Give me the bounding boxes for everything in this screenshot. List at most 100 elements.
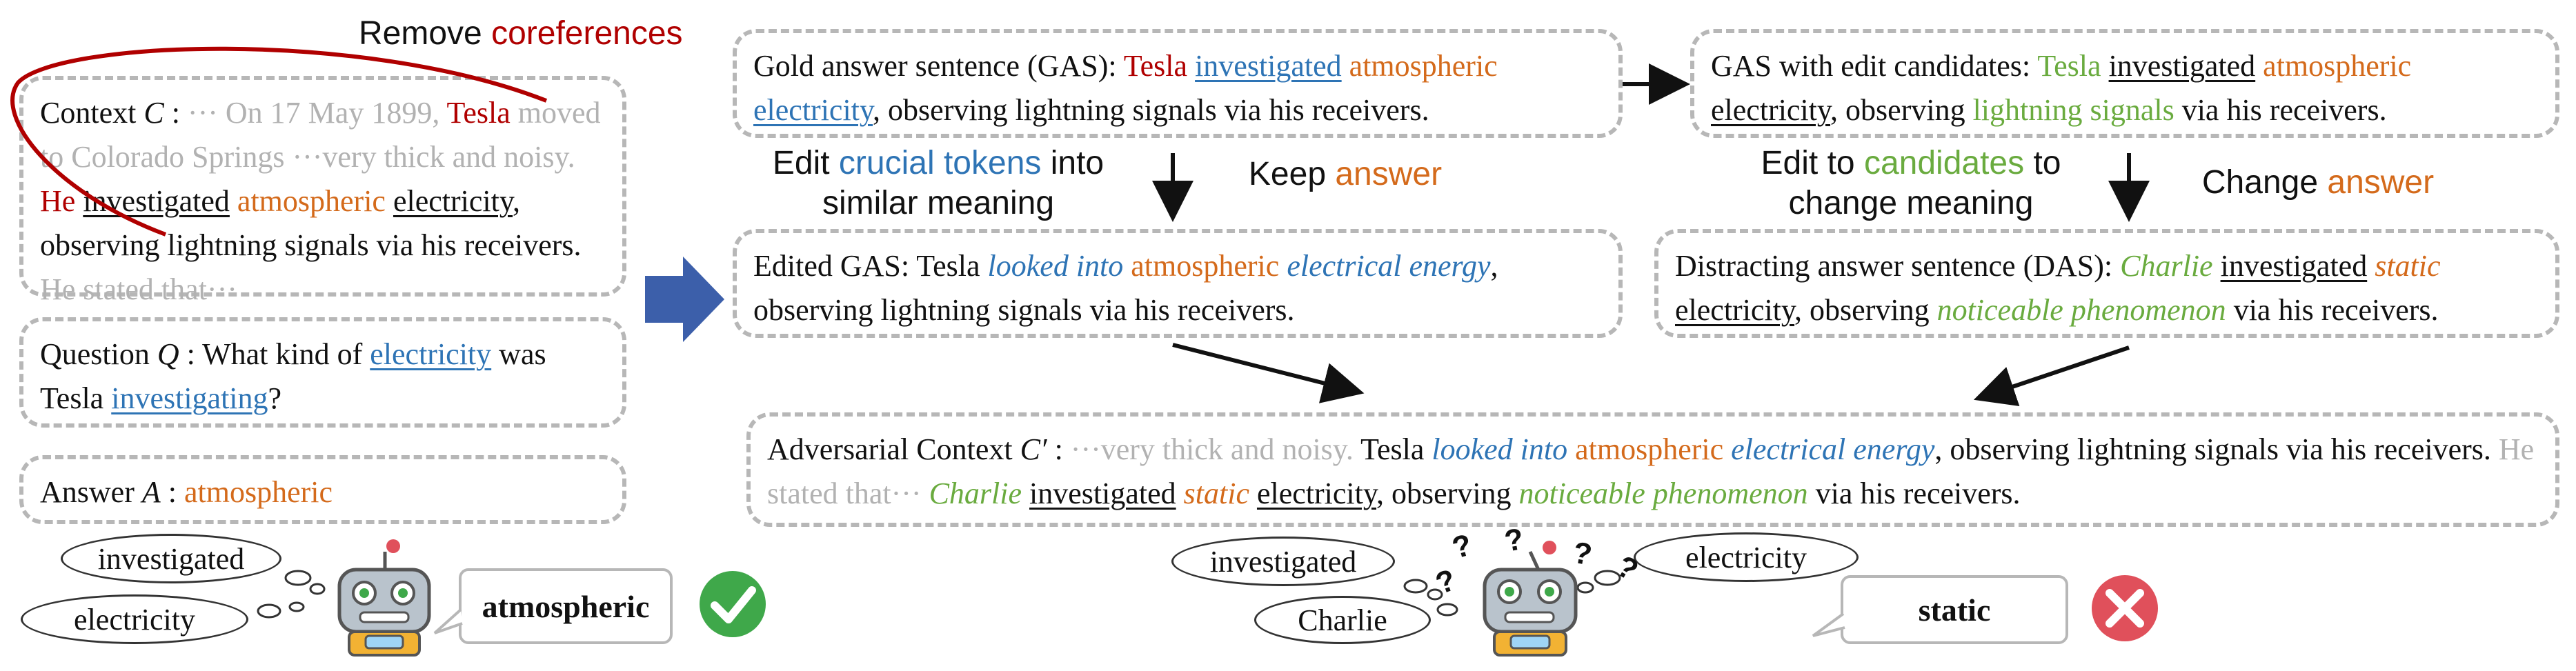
right-thought2-text: electricity: [1685, 540, 1807, 574]
adversarial-symbol: C′: [1020, 432, 1047, 466]
adversarial-context-box: Adversarial Context C′ : ···very thick a…: [746, 412, 2559, 527]
edit-crucial-prefix: Edit: [772, 145, 839, 181]
right-thought1-text: investigated: [1209, 544, 1357, 579]
context-atmospheric: atmospheric: [237, 184, 386, 218]
answer-box: Answer A : atmospheric: [19, 455, 626, 524]
svg-text:?: ?: [1570, 536, 1594, 572]
edit-cand-line2: change meaning: [1788, 185, 2034, 221]
adversarial-mid2: , observing: [1376, 477, 1519, 510]
left-thought2-text: electricity: [74, 602, 195, 637]
adversarial-mid1: , observing lightning signals via his re…: [1934, 432, 2499, 466]
right-thought-electricity: electricity: [1634, 532, 1859, 582]
answer-value: atmospheric: [184, 475, 333, 509]
context-investigated: investigated: [83, 184, 230, 218]
gas-atmospheric: atmospheric: [1349, 49, 1498, 83]
question-label: Question: [40, 337, 157, 371]
right-thought-dot: [1427, 588, 1443, 601]
question-text3: ?: [268, 381, 282, 415]
gas-prefix: Gold answer sentence (GAS):: [753, 49, 1124, 83]
svg-text:?: ?: [1502, 522, 1526, 559]
question-text2: was Tesla: [40, 337, 546, 415]
das-prefix: Distracting answer sentence (DAS):: [1675, 249, 2121, 283]
context-space: [75, 184, 83, 218]
keep-prefix: Keep: [1248, 156, 1336, 192]
edit-crucial-into: into: [1041, 145, 1104, 181]
question-symbol: Q: [157, 337, 179, 371]
gas-edit-lightning: lightning signals: [1972, 93, 2174, 127]
context-ellipsis: ···: [187, 96, 226, 130]
answer-sep: :: [160, 475, 184, 509]
question-text1: : What kind of: [179, 337, 370, 371]
edit-candidates-label: Edit to candidates to change meaning: [1711, 143, 2111, 223]
context-tesla: Tesla: [446, 96, 511, 130]
coreferences-word: coreferences: [491, 15, 683, 52]
svg-text:?: ?: [1449, 528, 1476, 565]
left-thought-investigated: investigated: [61, 534, 281, 583]
adversarial-electricity: electricity: [1256, 477, 1377, 510]
context-symbol: C: [143, 96, 164, 130]
context-electricity: electricity: [393, 184, 513, 218]
adversarial-grey1: ···very thick and noisy.: [1070, 432, 1361, 466]
left-thought-dot: [309, 583, 326, 595]
left-thought-dot: [284, 570, 312, 586]
left-output-text: atmospheric: [482, 588, 650, 624]
edited-gas-looked-into: looked into: [987, 249, 1124, 283]
left-thought-dot: [288, 601, 305, 612]
candidates-word: candidates: [1863, 145, 2025, 181]
context-date: On 17 May 1899,: [225, 96, 447, 130]
left-speech-tail: [433, 608, 463, 634]
adversarial-sep: :: [1047, 432, 1071, 466]
das-investigated: investigated: [2220, 249, 2368, 283]
left-thought1-text: investigated: [97, 541, 245, 576]
right-thought-dot: [1594, 570, 1621, 586]
context-label: Context: [40, 96, 144, 130]
gas-edit-prefix: GAS with edit candidates:: [1711, 49, 2038, 83]
adversarial-grey2: He stated that···: [767, 432, 2535, 510]
confusion-marks: ? ? ? ? ?: [1431, 522, 1644, 601]
change-answer-label: Change answer: [2173, 163, 2463, 203]
gas-edit-tesla: Tesla: [2037, 49, 2101, 83]
adversarial-looked-into: looked into: [1431, 432, 1568, 466]
check-icon: [700, 571, 766, 637]
right-thought-dot: [1576, 581, 1594, 594]
edited-gas-box: Edited GAS: Tesla looked into atmospheri…: [733, 229, 1623, 338]
right-thought-dot: [1436, 603, 1458, 617]
right-model-output: static: [1841, 575, 2068, 644]
question-investigating: investigating: [111, 381, 268, 415]
crucial-tokens-word: crucial tokens: [838, 145, 1042, 181]
question-box: Question Q : What kind of electricity wa…: [19, 317, 626, 428]
left-thought-dot: [257, 603, 281, 619]
edited-gas-atmospheric: atmospheric: [1131, 249, 1280, 283]
adversarial-static: static: [1183, 477, 1249, 510]
cross-icon: [2092, 575, 2158, 641]
das-charlie: Charlie: [2120, 249, 2213, 283]
question-electricity: electricity: [370, 337, 492, 371]
gas-box: Gold answer sentence (GAS): Tesla invest…: [733, 29, 1623, 138]
gas-tesla: Tesla: [1123, 49, 1188, 83]
block-arrow-icon: [645, 257, 724, 342]
answer-symbol: A: [141, 475, 161, 509]
right-thought-investigated: investigated: [1171, 537, 1395, 586]
gas-edit-rest: via his receivers.: [2174, 93, 2387, 127]
context-he: He: [40, 184, 76, 218]
gas-electricity: electricity: [753, 93, 873, 127]
right-thought-charlie: Charlie: [1254, 596, 1431, 644]
das-phenomenon: noticeable phenomenon: [1936, 293, 2226, 327]
das-mid: , observing: [1794, 293, 1937, 327]
gas-edit-box: GAS with edit candidates: Tesla investig…: [1690, 29, 2559, 138]
edited-gas-energy: electrical energy: [1287, 249, 1491, 283]
adversarial-tesla: Tesla: [1360, 432, 1432, 466]
right-thought3-text: Charlie: [1298, 603, 1387, 637]
das-static: static: [2375, 249, 2441, 283]
remove-coreferences-label: Remove coreferences: [359, 14, 683, 54]
gas-edit-investigated: investigated: [2108, 49, 2256, 83]
gas-rest: , observing lightning signals via his re…: [873, 93, 1429, 127]
svg-text:?: ?: [1431, 563, 1460, 601]
right-output-text: static: [1918, 592, 1991, 628]
das-electricity: electricity: [1675, 293, 1795, 327]
adversarial-label: Adversarial Context: [767, 432, 1020, 466]
gas-investigated: investigated: [1195, 49, 1342, 83]
gas-edit-atmospheric: atmospheric: [2263, 49, 2412, 83]
keep-answer-label: Keep answer: [1221, 154, 1469, 194]
left-robot-icon: [337, 539, 431, 657]
